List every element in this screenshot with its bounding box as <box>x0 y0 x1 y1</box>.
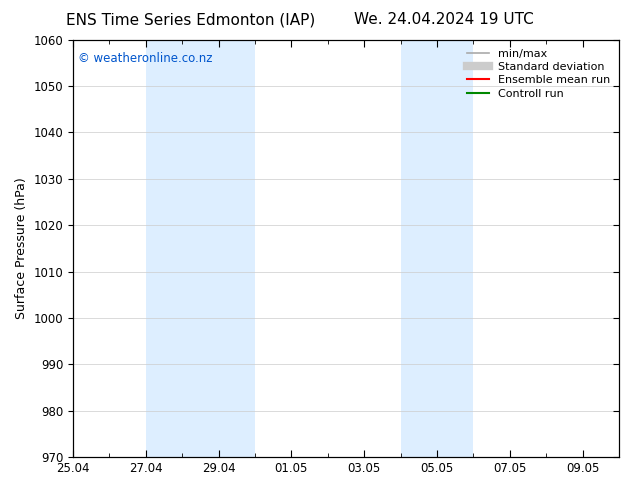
Text: ENS Time Series Edmonton (IAP): ENS Time Series Edmonton (IAP) <box>65 12 315 27</box>
Bar <box>401 40 437 457</box>
Legend: min/max, Standard deviation, Ensemble mean run, Controll run: min/max, Standard deviation, Ensemble me… <box>463 45 614 102</box>
Text: We. 24.04.2024 19 UTC: We. 24.04.2024 19 UTC <box>354 12 534 27</box>
Bar <box>437 40 474 457</box>
Y-axis label: Surface Pressure (hPa): Surface Pressure (hPa) <box>15 177 28 319</box>
Bar <box>219 40 255 457</box>
Text: © weatheronline.co.nz: © weatheronline.co.nz <box>79 52 213 65</box>
Bar <box>146 40 219 457</box>
